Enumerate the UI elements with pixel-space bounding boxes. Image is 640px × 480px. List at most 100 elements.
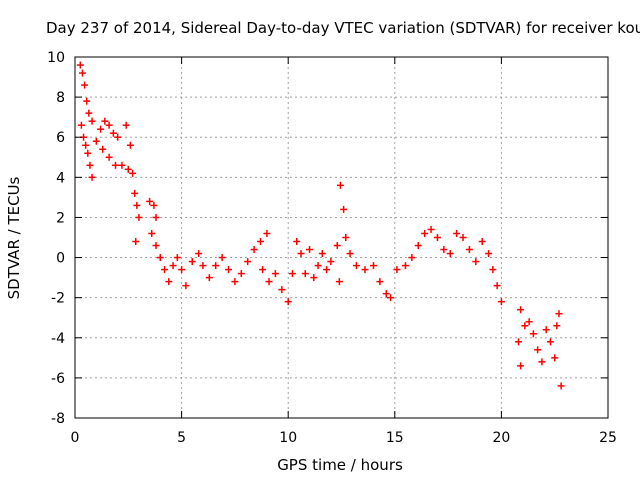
data-point bbox=[288, 270, 296, 278]
points-layer bbox=[76, 61, 565, 390]
y-tick-label: 10 bbox=[47, 50, 65, 66]
data-point bbox=[88, 117, 96, 125]
data-point bbox=[318, 250, 326, 258]
ticks-layer: 0 5 10 15 20 25 -8 -6 -4 -2 0 2 4 6 8 10 bbox=[47, 50, 617, 446]
data-point bbox=[393, 266, 401, 274]
x-tick-label: 10 bbox=[279, 430, 297, 446]
data-point bbox=[453, 229, 461, 237]
y-tick-label: 2 bbox=[56, 210, 65, 226]
data-point bbox=[493, 282, 501, 290]
data-point bbox=[314, 262, 322, 270]
data-point bbox=[150, 201, 158, 209]
data-point bbox=[152, 213, 160, 221]
y-tick-label: -6 bbox=[51, 371, 65, 387]
data-point bbox=[118, 161, 126, 169]
data-point bbox=[212, 262, 220, 270]
y-tick-label: 4 bbox=[56, 170, 65, 186]
data-point bbox=[382, 290, 390, 298]
data-point bbox=[131, 189, 139, 197]
data-point bbox=[369, 262, 377, 270]
data-point bbox=[327, 258, 335, 266]
data-point bbox=[542, 326, 550, 334]
data-point bbox=[152, 242, 160, 250]
data-point bbox=[188, 258, 196, 266]
data-point bbox=[99, 145, 107, 153]
data-point bbox=[218, 254, 226, 262]
data-point bbox=[256, 238, 264, 246]
data-point bbox=[293, 238, 301, 246]
data-point bbox=[323, 266, 331, 274]
data-point bbox=[401, 262, 409, 270]
data-point bbox=[538, 358, 546, 366]
data-point bbox=[525, 318, 533, 326]
data-point bbox=[478, 238, 486, 246]
data-point bbox=[551, 354, 559, 362]
data-point bbox=[440, 246, 448, 254]
y-tick-label: 8 bbox=[56, 90, 65, 106]
data-point bbox=[77, 121, 85, 129]
data-point bbox=[465, 246, 473, 254]
data-point bbox=[555, 310, 563, 318]
data-point bbox=[112, 161, 120, 169]
data-point bbox=[182, 282, 190, 290]
data-point bbox=[205, 274, 213, 282]
data-point bbox=[169, 262, 177, 270]
y-tick-label: 6 bbox=[56, 130, 65, 146]
data-point bbox=[340, 205, 348, 213]
data-point bbox=[278, 286, 286, 294]
data-point bbox=[114, 133, 122, 141]
data-point bbox=[472, 258, 480, 266]
data-point bbox=[133, 201, 141, 209]
data-point bbox=[335, 278, 343, 286]
data-point bbox=[165, 278, 173, 286]
data-point bbox=[82, 141, 90, 149]
data-point bbox=[231, 278, 239, 286]
y-tick-label: -2 bbox=[51, 291, 65, 307]
x-tick-label: 0 bbox=[71, 430, 80, 446]
data-point bbox=[84, 149, 92, 157]
data-point bbox=[259, 266, 267, 274]
data-point bbox=[271, 270, 279, 278]
x-tick-label: 25 bbox=[599, 430, 617, 446]
data-point bbox=[83, 97, 91, 105]
data-point bbox=[284, 298, 292, 306]
data-point bbox=[88, 173, 96, 181]
data-point bbox=[414, 242, 422, 250]
data-point bbox=[132, 238, 140, 246]
data-point bbox=[156, 254, 164, 262]
data-point bbox=[352, 262, 360, 270]
data-point bbox=[81, 81, 89, 89]
data-point bbox=[86, 161, 94, 169]
x-tick-label: 20 bbox=[492, 430, 510, 446]
y-tick-label: -4 bbox=[51, 331, 65, 347]
data-point bbox=[263, 229, 271, 237]
data-point bbox=[408, 254, 416, 262]
data-point bbox=[517, 362, 525, 370]
data-point bbox=[459, 234, 467, 241]
data-point bbox=[427, 225, 435, 233]
data-point bbox=[485, 250, 493, 258]
data-point bbox=[534, 346, 542, 354]
data-point bbox=[433, 234, 441, 241]
data-point bbox=[148, 229, 156, 237]
data-point bbox=[126, 141, 134, 149]
data-point bbox=[78, 69, 86, 77]
data-point bbox=[497, 298, 505, 306]
data-point bbox=[306, 246, 314, 254]
data-point bbox=[97, 125, 105, 133]
data-point bbox=[225, 266, 233, 274]
data-point bbox=[109, 129, 117, 137]
data-point bbox=[105, 121, 113, 129]
data-point bbox=[342, 234, 350, 241]
data-point bbox=[346, 250, 354, 258]
data-point bbox=[237, 270, 245, 278]
y-axis-label: SDTVAR / TECUs bbox=[5, 176, 23, 299]
x-tick-label: 15 bbox=[386, 430, 404, 446]
data-point bbox=[361, 266, 369, 274]
x-tick-label: 5 bbox=[177, 430, 186, 446]
data-point bbox=[446, 250, 454, 258]
data-point bbox=[92, 137, 100, 145]
data-point bbox=[124, 165, 132, 173]
data-point bbox=[489, 266, 497, 274]
